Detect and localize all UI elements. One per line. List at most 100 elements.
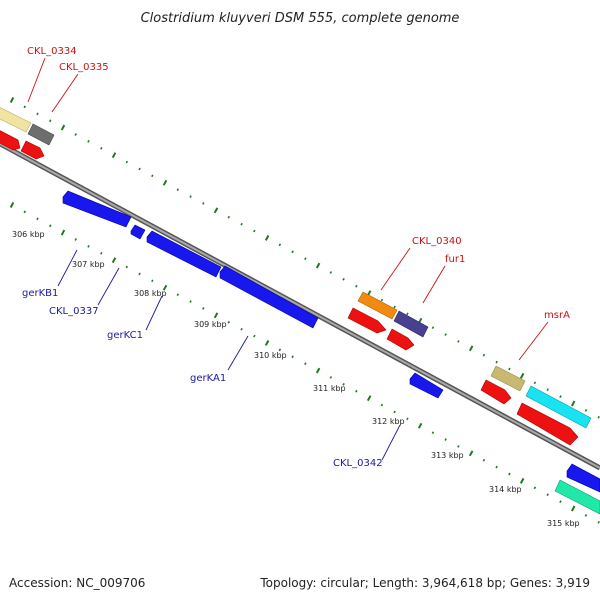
minor-tick — [584, 514, 588, 517]
gene-arrow — [409, 372, 444, 399]
minor-tick — [100, 251, 103, 255]
minor-tick — [546, 388, 549, 392]
gene-arrow — [20, 140, 45, 160]
minor-tick — [508, 472, 511, 476]
minor-tick — [253, 334, 256, 338]
minor-tick — [546, 493, 549, 497]
minor-tick — [138, 167, 141, 171]
minor-tick — [444, 438, 447, 441]
major-tick — [417, 422, 423, 429]
major-tick — [213, 312, 219, 319]
gene-arrow — [566, 463, 600, 493]
minor-tick — [329, 271, 333, 274]
minor-tick — [189, 195, 192, 198]
minor-tick — [597, 415, 600, 419]
gene-arrow — [516, 402, 579, 446]
scale-label: 311 kbp — [313, 384, 346, 393]
minor-tick — [495, 465, 498, 469]
gene-label-CKL_0342: CKL_0342 — [333, 458, 383, 469]
minor-tick — [508, 367, 511, 371]
gene-block — [357, 291, 398, 320]
minor-tick — [100, 146, 103, 150]
minor-tick — [23, 105, 27, 109]
minor-tick — [304, 257, 307, 261]
minor-tick — [48, 224, 52, 228]
gene-arrow — [130, 224, 146, 240]
gene-arrow — [219, 265, 319, 329]
minor-tick — [151, 279, 154, 283]
minor-tick — [584, 409, 588, 412]
topology-text: Topology: circular; Length: 3,964,618 bp… — [260, 576, 590, 590]
minor-tick — [240, 327, 243, 331]
scale-label: 310 kbp — [254, 351, 287, 360]
accession-text: Accession: NC_009706 — [9, 576, 146, 590]
gene-block — [0, 107, 32, 133]
map-title: Clostridium kluyveri DSM 555, complete g… — [141, 11, 460, 26]
label-leaders — [27, 57, 549, 461]
major-tick — [9, 202, 15, 208]
gene-arrow — [62, 190, 132, 228]
minor-tick — [138, 272, 141, 276]
minor-tick — [189, 300, 192, 303]
gene-arrow — [0, 130, 21, 151]
major-tick — [519, 372, 525, 379]
scale-label: 314 kbp — [489, 485, 522, 494]
minor-tick — [304, 362, 307, 366]
minor-tick — [36, 112, 39, 116]
major-tick — [60, 229, 66, 236]
minor-tick — [342, 278, 345, 281]
gene-labels: CKL_0334 CKL_0335 CKL_0340 fur1 msrA ger… — [22, 46, 570, 469]
forward-genes — [0, 107, 592, 429]
gene-block — [554, 479, 600, 515]
gene-block — [525, 385, 592, 429]
minor-tick — [597, 520, 600, 524]
minor-tick — [495, 360, 498, 364]
minor-tick — [227, 215, 231, 219]
minor-tick — [202, 307, 205, 310]
minor-tick — [482, 458, 486, 462]
minor-tick — [74, 133, 78, 136]
minor-tick — [278, 243, 282, 247]
major-tick — [264, 340, 270, 346]
minor-tick — [87, 140, 90, 143]
major-tick — [468, 450, 474, 457]
minor-tick — [559, 500, 562, 503]
minor-tick — [457, 445, 460, 448]
minor-tick — [202, 202, 205, 205]
minor-tick — [355, 284, 358, 288]
gene-label-msrA: msrA — [544, 310, 570, 321]
major-tick — [468, 345, 474, 352]
red-genes — [0, 130, 579, 446]
gene-block — [27, 123, 55, 146]
major-tick — [111, 152, 117, 159]
minor-tick — [291, 250, 294, 254]
minor-tick — [380, 298, 384, 302]
major-tick — [519, 477, 525, 484]
major-tick — [315, 367, 321, 374]
minor-tick — [125, 265, 129, 269]
gene-label-gerKA1: gerKA1 — [190, 373, 226, 384]
minor-tick — [125, 160, 129, 164]
minor-tick — [342, 383, 345, 386]
scale-label: 309 kbp — [194, 320, 227, 329]
gene-label-CKL_0334: CKL_0334 — [27, 46, 77, 57]
major-tick — [60, 124, 66, 131]
minor-tick — [431, 326, 435, 329]
scale-label: 312 kbp — [372, 417, 405, 426]
gene-arrow — [347, 307, 387, 334]
minor-tick — [227, 320, 231, 324]
major-tick — [213, 207, 219, 214]
minor-tick — [240, 222, 243, 226]
minor-tick — [482, 353, 486, 357]
gene-arrow — [146, 230, 222, 278]
minor-tick — [176, 293, 180, 296]
major-tick — [9, 97, 15, 103]
minor-tick — [23, 210, 27, 214]
minor-tick — [533, 381, 537, 385]
minor-tick — [444, 333, 447, 336]
minor-tick — [431, 431, 435, 434]
minor-tick — [253, 229, 256, 233]
gene-arrow — [480, 379, 512, 405]
gene-label-fur1: fur1 — [445, 254, 465, 265]
